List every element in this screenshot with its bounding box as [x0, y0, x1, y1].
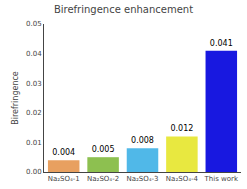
svg-text:This work: This work — [204, 175, 239, 183]
svg-text:Na₂SO₄-3: Na₂SO₄-3 — [126, 175, 158, 183]
svg-text:Na₂SO₄-2: Na₂SO₄-2 — [87, 175, 119, 183]
svg-text:0.05: 0.05 — [26, 20, 42, 28]
svg-text:Birefringence enhancement: Birefringence enhancement — [54, 4, 193, 15]
svg-text:0.041: 0.041 — [210, 39, 233, 48]
svg-text:0.004: 0.004 — [52, 148, 75, 157]
svg-text:0.01: 0.01 — [26, 139, 42, 147]
svg-text:0.012: 0.012 — [170, 124, 193, 133]
svg-text:0.04: 0.04 — [26, 50, 42, 58]
svg-text:0.02: 0.02 — [26, 109, 42, 117]
svg-text:0.03: 0.03 — [26, 80, 42, 88]
svg-text:Na₂SO₄-4: Na₂SO₄-4 — [166, 175, 199, 183]
svg-text:0.008: 0.008 — [131, 136, 154, 145]
svg-text:0.00: 0.00 — [26, 168, 42, 176]
svg-text:0.005: 0.005 — [92, 145, 115, 154]
svg-text:Birefringence: Birefringence — [11, 71, 20, 125]
svg-text:Na₂SO₄-1: Na₂SO₄-1 — [48, 175, 80, 183]
